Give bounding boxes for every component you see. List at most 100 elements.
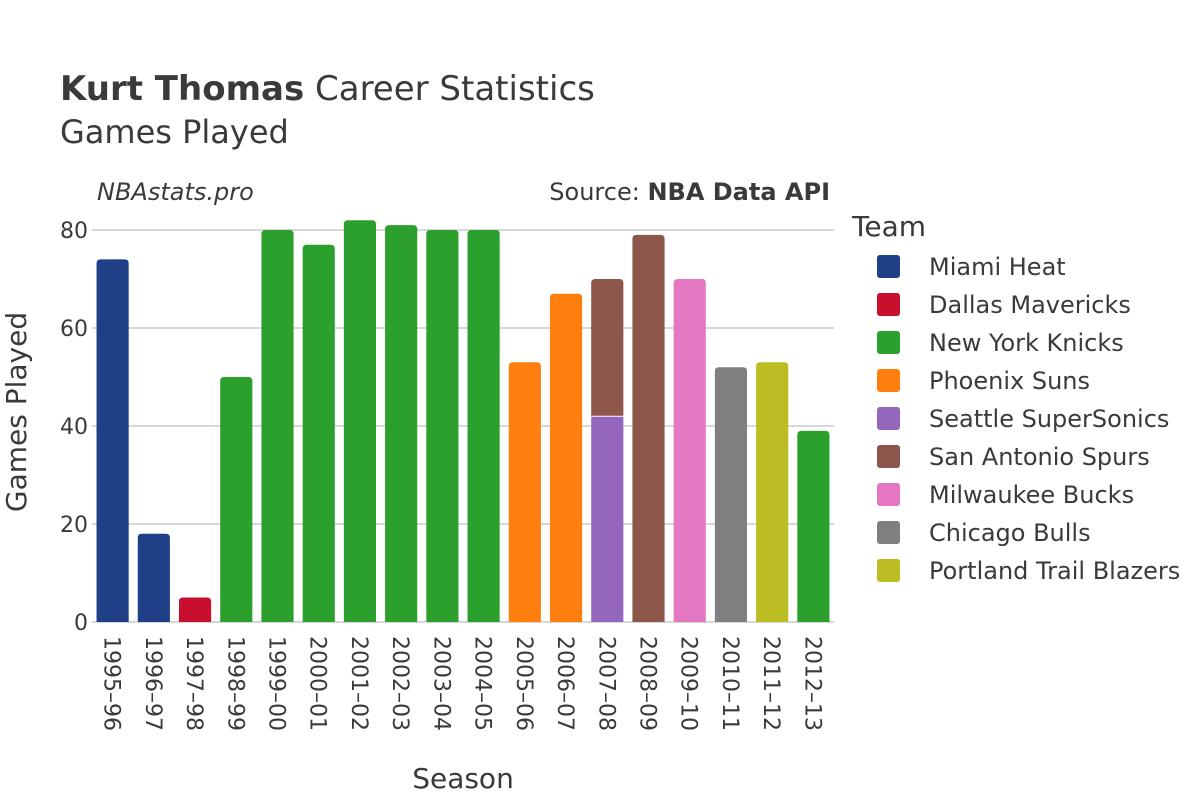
bar-segment bbox=[220, 377, 253, 622]
bar-segment bbox=[591, 279, 624, 417]
x-tick-label: 1995–96 bbox=[99, 636, 124, 731]
bar bbox=[673, 279, 706, 622]
bar-segment bbox=[178, 597, 212, 622]
legend-item: Seattle SuperSonics bbox=[877, 405, 1169, 433]
legend-item: Portland Trail Blazers bbox=[877, 557, 1180, 585]
bar-segment bbox=[508, 362, 541, 622]
x-tick-label: 2003–04 bbox=[428, 636, 453, 731]
legend-item: Dallas Mavericks bbox=[877, 291, 1131, 319]
legend-swatch bbox=[877, 559, 900, 582]
watermark: NBAstats.pro bbox=[97, 178, 254, 206]
bar bbox=[178, 597, 212, 622]
legend-label: New York Knicks bbox=[929, 329, 1124, 357]
legend-swatch bbox=[877, 521, 900, 544]
bar bbox=[756, 362, 789, 622]
source-prefix: Source: bbox=[549, 178, 647, 206]
source-label: Source: NBA Data API bbox=[549, 178, 830, 206]
bar bbox=[797, 430, 830, 622]
legend-swatch bbox=[877, 331, 900, 354]
source-name: NBA Data API bbox=[647, 178, 830, 206]
bar-segment bbox=[137, 533, 170, 622]
legend-label: Chicago Bulls bbox=[929, 519, 1091, 547]
chart-title: Kurt Thomas Career Statistics bbox=[60, 69, 595, 109]
x-tick-label: 2007–08 bbox=[593, 636, 618, 731]
legend-item: Phoenix Suns bbox=[877, 367, 1090, 395]
bar-segment bbox=[343, 220, 377, 622]
bar bbox=[632, 234, 665, 622]
x-tick-label: 2004–05 bbox=[470, 636, 495, 731]
legend-swatch bbox=[877, 255, 900, 278]
bar bbox=[385, 225, 418, 622]
bar bbox=[467, 230, 500, 622]
legend-swatch bbox=[877, 407, 900, 430]
bar-segment bbox=[385, 225, 418, 622]
x-tick-label: 2010–11 bbox=[717, 636, 742, 731]
y-tick-label: 20 bbox=[60, 513, 88, 538]
x-axis-ticks: 1995–96 1996–97 1997–98 1998–99 1999–00 2000–… bbox=[99, 636, 825, 731]
y-axis-label: Games Played bbox=[0, 312, 33, 512]
y-tick-label: 40 bbox=[60, 415, 88, 440]
bar-segment bbox=[632, 234, 665, 622]
legend-label: Phoenix Suns bbox=[929, 367, 1090, 395]
x-tick-label: 2012–13 bbox=[799, 636, 824, 731]
x-tick-label: 2002–03 bbox=[387, 636, 412, 731]
legend-label: Dallas Mavericks bbox=[929, 291, 1131, 319]
bar bbox=[220, 377, 253, 622]
y-axis-ticks: 0 20 40 60 80 bbox=[60, 219, 88, 636]
legend-item: Miami Heat bbox=[877, 253, 1066, 281]
bar-segment bbox=[261, 230, 294, 622]
bar bbox=[508, 362, 541, 622]
legend-label: Portland Trail Blazers bbox=[929, 557, 1180, 585]
bar-segment bbox=[96, 259, 129, 622]
x-tick-label: 2000–01 bbox=[305, 636, 330, 731]
x-tick-label: 1998–99 bbox=[222, 636, 247, 731]
x-tick-label: 2008–09 bbox=[635, 636, 660, 731]
bar-segment bbox=[467, 230, 500, 622]
bar-segment bbox=[797, 430, 830, 622]
x-tick-label: 1999–00 bbox=[264, 636, 289, 731]
x-tick-label: 2005–06 bbox=[511, 636, 536, 731]
chart-title-rest: Career Statistics bbox=[304, 69, 595, 109]
legend-swatch bbox=[877, 445, 900, 468]
bar-segment bbox=[426, 230, 459, 622]
bar-segment bbox=[302, 244, 335, 622]
bar-segment bbox=[549, 293, 583, 622]
bars bbox=[96, 220, 830, 622]
bar bbox=[261, 230, 294, 622]
legend-title: Team bbox=[851, 210, 926, 243]
legend-item: Chicago Bulls bbox=[877, 519, 1091, 547]
legend-label: San Antonio Spurs bbox=[929, 443, 1150, 471]
y-tick-label: 80 bbox=[60, 219, 88, 244]
bar bbox=[591, 416, 624, 622]
bar bbox=[137, 533, 170, 622]
bar-segment bbox=[714, 367, 748, 622]
legend-label: Milwaukee Bucks bbox=[929, 481, 1134, 509]
bar-segment bbox=[756, 362, 789, 622]
y-tick-label: 0 bbox=[74, 611, 88, 636]
x-tick-label: 2006–07 bbox=[552, 636, 577, 731]
bar bbox=[302, 244, 335, 622]
bar-segment bbox=[673, 279, 706, 622]
legend-swatch bbox=[877, 293, 900, 316]
bar-segment bbox=[591, 416, 624, 622]
x-axis-label: Season bbox=[412, 762, 514, 795]
x-tick-label: 1997–98 bbox=[181, 636, 206, 731]
bar bbox=[549, 293, 583, 622]
legend-label: Seattle SuperSonics bbox=[929, 405, 1169, 433]
bar bbox=[343, 220, 377, 622]
x-tick-label: 2001–02 bbox=[346, 636, 371, 731]
legend-item: Milwaukee Bucks bbox=[877, 481, 1134, 509]
x-tick-label: 2011–12 bbox=[758, 636, 783, 731]
y-tick-label: 60 bbox=[60, 317, 88, 342]
chart-subtitle: Games Played bbox=[60, 113, 289, 151]
bar bbox=[426, 230, 459, 622]
legend-swatch bbox=[877, 369, 900, 392]
x-tick-label: 1996–97 bbox=[140, 636, 165, 731]
chart-title-player: Kurt Thomas bbox=[60, 69, 304, 109]
bar bbox=[714, 367, 748, 622]
bar bbox=[591, 279, 624, 417]
legend-label: Miami Heat bbox=[929, 253, 1066, 281]
bar bbox=[96, 259, 129, 622]
legend-item: New York Knicks bbox=[877, 329, 1124, 357]
